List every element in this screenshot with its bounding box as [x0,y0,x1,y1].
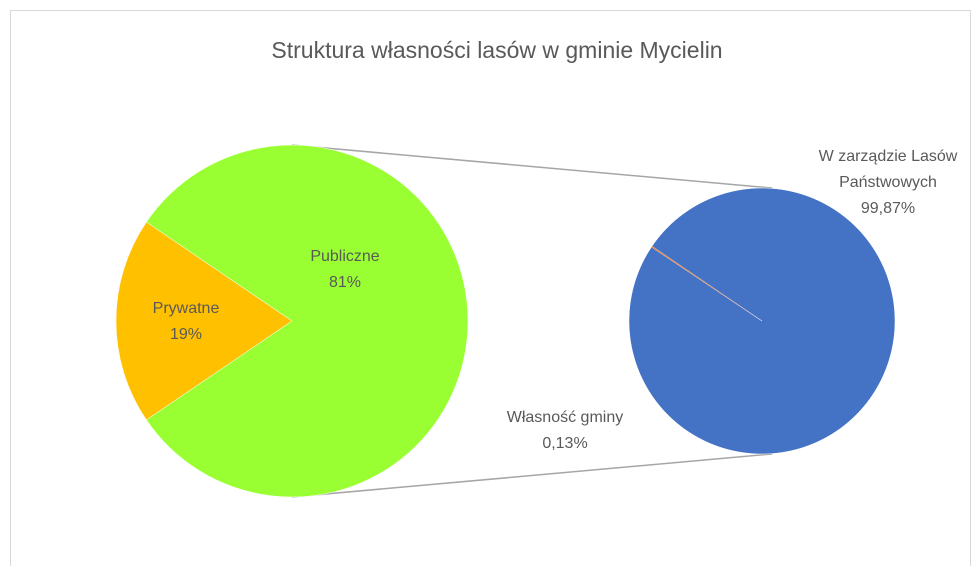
chart-title: Struktura własności lasów w gminie Mycie… [271,37,722,63]
pie-slice [628,187,896,455]
data-label-text: Własność gminy 0,13% [480,405,650,457]
category-label: Własność gminy [506,409,624,426]
data-label: Prywatne 19% [130,296,242,348]
category-label: W zarządzie Lasów Państwowych [818,148,958,191]
connector [291,144,773,189]
value-label: 99,87% [860,200,916,217]
data-label-text: W zarządzie Lasów Państwowych 99,87% [808,144,968,222]
data-label: W zarządzie Lasów Państwowych 99,87% [808,144,968,222]
category-label: Prywatne [152,300,220,317]
connector [291,453,773,498]
data-label: Publiczne 81% [290,244,400,296]
pie-slice [651,246,762,321]
value-label: 81% [328,274,362,291]
category-label: Publiczne [310,248,380,265]
data-label-text: Prywatne 19% [130,296,242,348]
data-label-text: Publiczne 81% [290,244,400,296]
value-label: 19% [169,326,203,343]
data-label: Własność gminy 0,13% [480,405,650,457]
pie-slice [146,144,469,498]
pie-slice [115,221,293,421]
value-label: 0,13% [542,435,588,452]
